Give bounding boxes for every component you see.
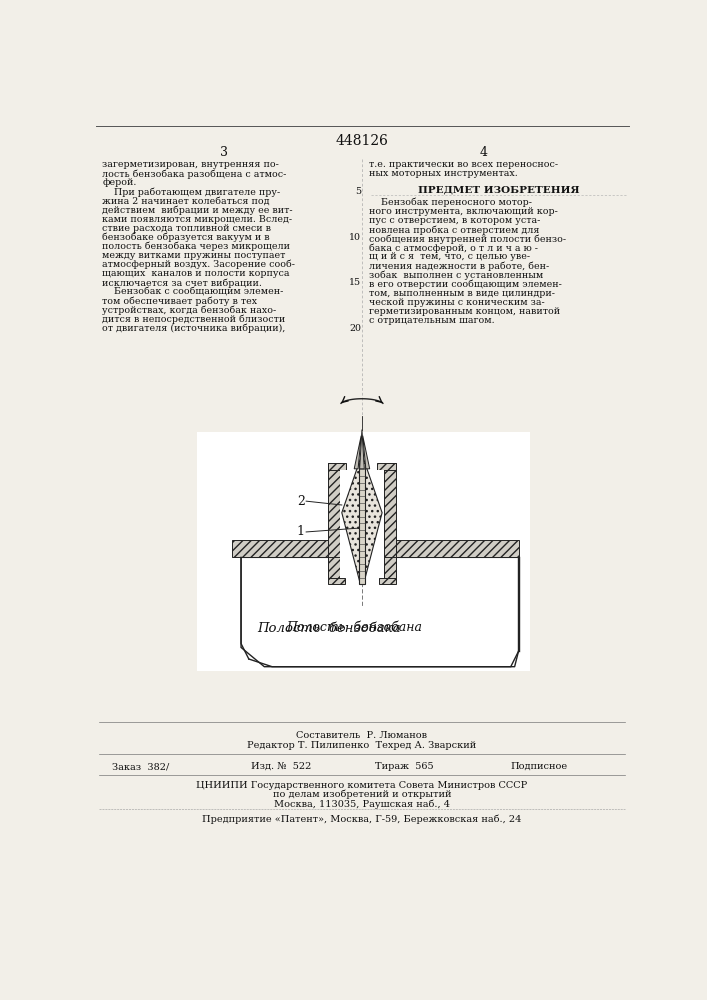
Text: Полость  бензобака: Полость бензобака bbox=[257, 622, 400, 635]
Text: 3: 3 bbox=[220, 146, 228, 159]
Text: 15: 15 bbox=[349, 278, 361, 287]
Bar bbox=[384, 557, 396, 578]
Bar bbox=[328, 578, 345, 584]
Text: ческой пружины с коническим за-: ческой пружины с коническим за- bbox=[369, 298, 544, 307]
Bar bbox=[384, 463, 396, 578]
Text: 1: 1 bbox=[297, 525, 305, 538]
Text: с отрицательным шагом.: с отрицательным шагом. bbox=[369, 316, 495, 325]
Text: устройствах, когда бензобак нахо-: устройствах, когда бензобак нахо- bbox=[103, 305, 276, 315]
Polygon shape bbox=[341, 459, 382, 584]
Text: ЦНИИПИ Государственного комитета Совета Министров СССР: ЦНИИПИ Государственного комитета Совета … bbox=[197, 781, 527, 790]
Bar bbox=[328, 463, 340, 578]
Text: бензобаке образуется вакуум и в: бензобаке образуется вакуум и в bbox=[103, 233, 270, 242]
Bar bbox=[328, 557, 340, 578]
Text: Подписное: Подписное bbox=[510, 762, 568, 771]
Text: щ и й с я  тем, что, с целью уве-: щ и й с я тем, что, с целью уве- bbox=[369, 252, 530, 261]
Text: Бензобак с сообщающим элемен-: Бензобак с сообщающим элемен- bbox=[103, 287, 284, 296]
Text: 4: 4 bbox=[479, 146, 488, 159]
Text: атмосферный воздух. Засорение сооб-: атмосферный воздух. Засорение сооб- bbox=[103, 260, 296, 269]
Text: лость бензобака разобщена с атмос-: лость бензобака разобщена с атмос- bbox=[103, 169, 287, 179]
Text: исключается за счет вибрации.: исключается за счет вибрации. bbox=[103, 278, 262, 288]
Text: Тираж  565: Тираж 565 bbox=[375, 762, 434, 771]
Bar bbox=[328, 463, 346, 470]
Text: Редактор Т. Пилипенко  Техред А. Зварский: Редактор Т. Пилипенко Техред А. Зварский bbox=[247, 741, 477, 750]
Text: зобак  выполнен с установленным: зобак выполнен с установленным bbox=[369, 270, 543, 280]
Text: по делам изобретений и открытий: по делам изобретений и открытий bbox=[273, 790, 451, 799]
Text: 5: 5 bbox=[355, 187, 361, 196]
Bar bbox=[340, 470, 384, 578]
Text: т.е. практически во всех переноснос-: т.е. практически во всех переноснос- bbox=[369, 160, 558, 169]
Text: ферой.: ферой. bbox=[103, 178, 136, 187]
Text: ного инструмента, включающий кор-: ного инструмента, включающий кор- bbox=[369, 207, 558, 216]
Text: том, выполненным в виде цилиндри-: том, выполненным в виде цилиндри- bbox=[369, 289, 555, 298]
Text: 10: 10 bbox=[349, 233, 361, 242]
Text: Москва, 113035, Раушская наб., 4: Москва, 113035, Раушская наб., 4 bbox=[274, 799, 450, 809]
Polygon shape bbox=[363, 436, 370, 469]
Text: дится в непосредственной близости: дится в непосредственной близости bbox=[103, 315, 286, 324]
Text: Бензобак переносного мотор-: Бензобак переносного мотор- bbox=[369, 198, 532, 207]
Text: том обеспечивает работу в тех: том обеспечивает работу в тех bbox=[103, 296, 257, 306]
Bar bbox=[378, 463, 396, 470]
Text: загерметизирован, внутренняя по-: загерметизирован, внутренняя по- bbox=[103, 160, 279, 169]
Text: герметизированным концом, навитой: герметизированным концом, навитой bbox=[369, 307, 560, 316]
Bar bbox=[379, 578, 396, 584]
Text: сообщения внутренней полости бензо-: сообщения внутренней полости бензо- bbox=[369, 234, 566, 244]
Text: щающих  каналов и полости корпуса: щающих каналов и полости корпуса bbox=[103, 269, 290, 278]
Text: действием  вибрации и между ее вит-: действием вибрации и между ее вит- bbox=[103, 205, 293, 215]
Text: в его отверстии сообщающим элемен-: в его отверстии сообщающим элемен- bbox=[369, 280, 562, 289]
Text: ПРЕДМЕТ ИЗОБРЕТЕНИЯ: ПРЕДМЕТ ИЗОБРЕТЕНИЯ bbox=[419, 185, 580, 194]
Text: Полость  бензобана: Полость бензобана bbox=[286, 621, 422, 634]
Bar bbox=[197, 432, 530, 671]
Text: 2: 2 bbox=[297, 495, 305, 508]
Text: личения надежности в работе, бен-: личения надежности в работе, бен- bbox=[369, 261, 549, 271]
Polygon shape bbox=[360, 430, 364, 469]
Text: между витками пружины поступает: между витками пружины поступает bbox=[103, 251, 286, 260]
Text: ками появляются микрощели. Вслед-: ками появляются микрощели. Вслед- bbox=[103, 215, 293, 224]
Text: пус с отверстием, в котором уста-: пус с отверстием, в котором уста- bbox=[369, 216, 540, 225]
Text: Составитель  Р. Люманов: Составитель Р. Люманов bbox=[296, 731, 428, 740]
Bar bbox=[232, 540, 328, 557]
Text: 20: 20 bbox=[349, 324, 361, 333]
Text: ствие расхода топливной смеси в: ствие расхода топливной смеси в bbox=[103, 224, 271, 233]
Text: При работающем двигателе пру-: При работающем двигателе пру- bbox=[103, 187, 281, 197]
Text: ных моторных инструментах.: ных моторных инструментах. bbox=[369, 169, 518, 178]
Text: полость бензобака через микрощели: полость бензобака через микрощели bbox=[103, 242, 291, 251]
Text: жина 2 начинает колебаться под: жина 2 начинает колебаться под bbox=[103, 196, 270, 205]
Bar bbox=[359, 463, 365, 584]
Text: 448126: 448126 bbox=[336, 134, 388, 148]
Text: Изд. №  522: Изд. № 522 bbox=[251, 762, 312, 771]
Text: Заказ  382/: Заказ 382/ bbox=[112, 762, 169, 771]
Text: бака с атмосферой, о т л и ч а ю -: бака с атмосферой, о т л и ч а ю - bbox=[369, 243, 538, 253]
Polygon shape bbox=[354, 436, 361, 469]
Text: от двигателя (источника вибрации),: от двигателя (источника вибрации), bbox=[103, 324, 286, 333]
Bar bbox=[396, 540, 518, 557]
Text: новлена пробка с отверстием для: новлена пробка с отверстием для bbox=[369, 225, 539, 235]
Text: Предприятие «Патент», Москва, Г-59, Бережковская наб., 24: Предприятие «Патент», Москва, Г-59, Бере… bbox=[202, 815, 522, 824]
Polygon shape bbox=[241, 557, 518, 667]
